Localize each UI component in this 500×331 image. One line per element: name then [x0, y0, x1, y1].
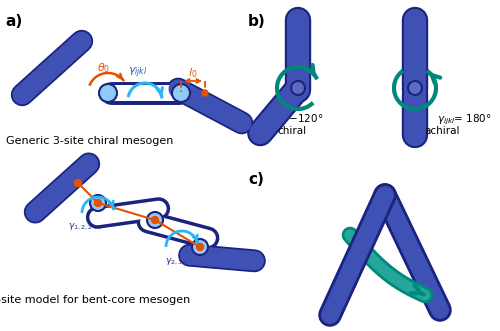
Circle shape [408, 81, 422, 95]
Circle shape [152, 216, 158, 223]
Text: $\gamma_{ijkl}$= −120°: $\gamma_{ijkl}$= −120° [260, 113, 324, 127]
Text: a): a) [5, 14, 22, 29]
Text: chiral: chiral [278, 126, 306, 136]
Text: $l_0$: $l_0$ [188, 66, 198, 80]
Circle shape [99, 84, 117, 102]
Text: Generic 3-site chiral mesogen: Generic 3-site chiral mesogen [6, 136, 173, 146]
Text: c): c) [248, 172, 264, 187]
Text: $\theta_0$: $\theta_0$ [98, 61, 110, 75]
Text: $\gamma_{1,2,2^{\prime},3}$: $\gamma_{1,2,2^{\prime},3}$ [68, 221, 102, 232]
Text: $\gamma_{2,3,3^{\prime},4}$: $\gamma_{2,3,3^{\prime},4}$ [165, 256, 199, 267]
Circle shape [291, 81, 305, 95]
Circle shape [202, 90, 208, 96]
Text: $\gamma_{ijkl}$= 180°: $\gamma_{ijkl}$= 180° [437, 113, 492, 127]
Circle shape [172, 84, 190, 102]
Circle shape [94, 200, 102, 207]
Text: achiral: achiral [424, 126, 460, 136]
Circle shape [196, 244, 203, 251]
Text: $\gamma_{ijkl}$: $\gamma_{ijkl}$ [128, 66, 148, 80]
Circle shape [192, 239, 208, 255]
Text: 4-site model for bent-core mesogen: 4-site model for bent-core mesogen [0, 295, 190, 305]
Circle shape [147, 212, 163, 228]
Text: b): b) [248, 14, 266, 29]
Circle shape [90, 195, 106, 211]
Circle shape [74, 179, 82, 186]
